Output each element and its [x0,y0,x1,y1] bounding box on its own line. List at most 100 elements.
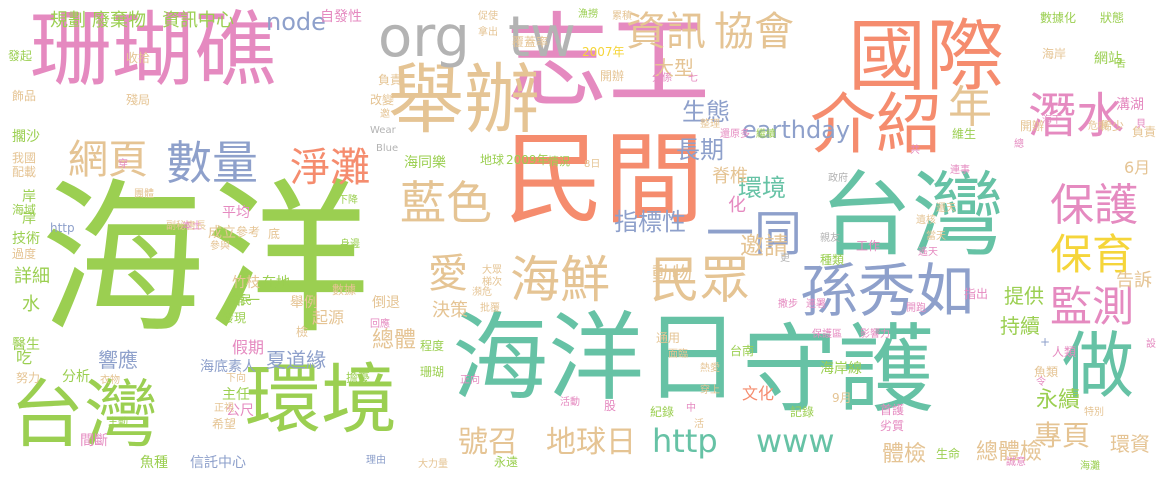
word: 提供 [1004,284,1044,308]
word: http [652,422,718,460]
word: 程度 [420,339,445,353]
word: 水 [22,294,40,315]
word: 生命 [936,447,961,461]
word: 台灣 [820,162,1005,269]
word: 生態 [682,98,730,126]
word: 主任 [222,387,250,403]
word: 當天 [926,231,946,242]
word: 珊瑚礁 [30,3,277,98]
word: 特別 [1084,407,1104,418]
word: 告 [1116,59,1126,70]
word: 遺核 [916,215,936,226]
word: 情況 [548,155,570,168]
word: 還天 [936,203,956,214]
word: 夏道緣 [266,348,326,372]
word: 開辦 [600,69,625,83]
word: 2007年 [582,45,625,59]
word: 促使 [478,11,498,22]
word: 淨灘 [290,145,370,191]
word: 遙天 [918,247,938,258]
word: + [1040,335,1051,349]
word: 開跑 [906,303,926,314]
word: 負責 [1132,125,1157,139]
word: 國際 [848,12,1005,102]
word: 吃 [16,348,33,367]
word: 海岸線 [820,361,862,377]
word: 長期 [676,136,724,164]
word: 瀕危 [472,287,492,298]
word: 永遠 [494,455,519,469]
word: 收拾 [126,51,151,65]
word: 副秘書長 [166,221,206,232]
word: 保育 [1050,230,1135,279]
word: 倒退 [372,295,400,311]
word: 活 [694,419,704,430]
word: 海洋 [40,164,370,356]
word: 正向 [460,375,480,386]
word: 擔憂 [346,371,371,385]
word: 保護 [1050,180,1138,231]
word: 在地 [262,275,290,291]
word: 海灘 [1080,461,1100,472]
word: 平均 [222,205,250,221]
word: 網頁 [68,137,148,183]
word: 海鮮 [510,251,610,309]
word: 監測 [1050,282,1135,331]
word: 檢 [296,325,309,339]
word: 影響力 [860,329,890,340]
word: 配載 [12,165,37,179]
word: 工作 [856,239,881,253]
word: 還原多 [720,129,750,140]
word: 回應 [370,319,390,330]
word: 下降 [338,195,358,206]
word: 梯次 [482,277,502,288]
word: 9月 [832,391,852,405]
word: 開辦 [1020,119,1045,133]
word: 希望 [212,417,237,431]
word: 我國 [12,151,37,165]
word: 批覆 [480,303,500,314]
word: 脊椎 [712,166,748,187]
word: 發現 [222,311,247,325]
word: 廢棄物 [92,10,146,31]
word: 海同樂 [404,155,446,171]
word: www [756,422,835,460]
word: 2009年 [506,153,549,167]
word: 擱沙 [12,129,40,145]
word: 大眾 [482,265,502,276]
word: 通用 [656,331,681,345]
word: 海底素人 [200,359,256,375]
word: 指標性 [614,208,686,236]
word: 總體檢 [976,440,1043,465]
word: 海洋日 [452,302,740,414]
word: 衣物 [100,375,120,386]
word: 飾品 [12,89,37,103]
word: 環境 [245,355,397,444]
word: 台灣 [10,372,158,458]
word: 稀少 [1100,119,1125,133]
word: 面臨 [668,349,688,360]
word: 穿上 [700,385,720,396]
word: 8日 [584,159,601,170]
word: 團體 [134,189,154,200]
word: http [50,221,75,235]
word: 紀錄 [650,405,675,419]
word: 起源 [312,308,345,327]
word: earthday [742,116,851,144]
word: 身邊 [340,239,360,250]
word: 魚種 [140,455,168,471]
word: 醫生 [12,337,40,353]
word: 人類 [1052,345,1077,359]
word: 竹枝 [232,275,260,291]
word: 假期 [232,338,265,357]
word: 總體 [372,328,417,353]
word: 魚類 [1034,365,1059,379]
word: 號召 [458,425,518,460]
word: 下向 [226,373,246,384]
word: 詳細 [14,266,50,287]
word: 全民 [228,293,253,307]
word: 記錄 [790,405,815,419]
word: 地球 [480,153,505,167]
word: 志工 [506,3,710,122]
word: 岸 [22,189,36,205]
